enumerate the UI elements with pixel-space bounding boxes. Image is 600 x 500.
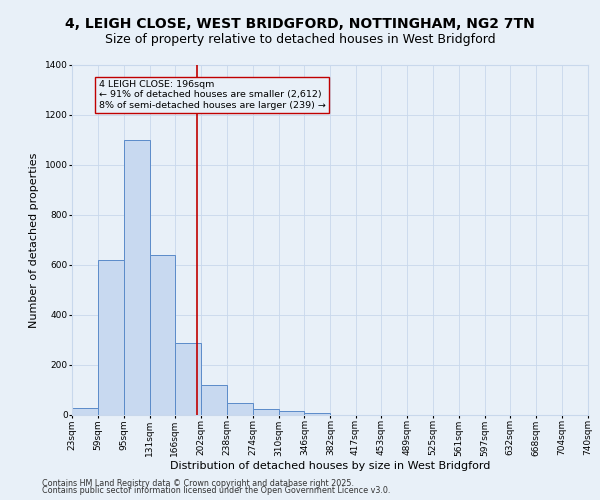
Bar	[201, 385, 227, 415]
Y-axis label: Number of detached properties: Number of detached properties	[29, 152, 39, 328]
Bar	[227, 402, 253, 415]
Text: Contains HM Land Registry data © Crown copyright and database right 2025.: Contains HM Land Registry data © Crown c…	[42, 478, 354, 488]
X-axis label: Distribution of detached houses by size in West Bridgford: Distribution of detached houses by size …	[170, 461, 490, 471]
Bar	[304, 413, 331, 415]
Bar	[278, 411, 304, 415]
Bar	[124, 140, 150, 415]
Bar	[150, 255, 175, 415]
Text: 4, LEIGH CLOSE, WEST BRIDGFORD, NOTTINGHAM, NG2 7TN: 4, LEIGH CLOSE, WEST BRIDGFORD, NOTTINGH…	[65, 18, 535, 32]
Bar	[72, 408, 98, 415]
Bar	[175, 342, 201, 415]
Text: 4 LEIGH CLOSE: 196sqm
← 91% of detached houses are smaller (2,612)
8% of semi-de: 4 LEIGH CLOSE: 196sqm ← 91% of detached …	[98, 80, 326, 110]
Bar	[98, 260, 124, 415]
Bar	[253, 409, 278, 415]
Text: Size of property relative to detached houses in West Bridgford: Size of property relative to detached ho…	[104, 32, 496, 46]
Text: Contains public sector information licensed under the Open Government Licence v3: Contains public sector information licen…	[42, 486, 391, 495]
